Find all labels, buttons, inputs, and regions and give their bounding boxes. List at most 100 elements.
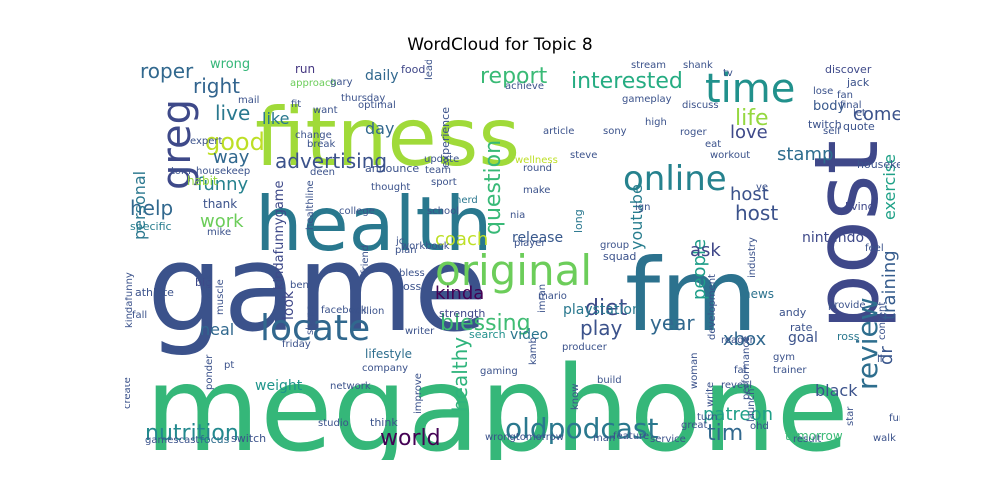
cloud-word-team: team	[425, 165, 451, 176]
cloud-word-housekeeping: housekeeping	[857, 158, 900, 171]
cloud-word-host: host	[730, 184, 769, 205]
cloud-word-deen: deen	[310, 167, 335, 178]
cloud-word-good: good	[205, 128, 265, 156]
cloud-word-ross: ross	[837, 330, 860, 343]
cloud-word-news: news	[743, 287, 774, 301]
cloud-word-tv: tv	[723, 68, 733, 79]
cloud-word-fitness: fitness	[255, 91, 520, 184]
cloud-word-day: day	[365, 119, 394, 138]
cloud-word-feel: feel	[865, 243, 884, 254]
cloud-word-producer: producer	[562, 342, 608, 353]
cloud-word-studio: studio	[318, 418, 349, 429]
cloud-word-man: man	[593, 433, 615, 444]
cloud-word-announce: announce	[365, 162, 419, 175]
cloud-word-network: network	[330, 381, 371, 392]
cloud-word-create: create	[125, 377, 133, 409]
cloud-word-gary: gary	[330, 77, 353, 88]
cloud-word-play: play	[580, 316, 623, 340]
cloud-word-exercise: exercise	[880, 154, 899, 220]
cloud-word-nintendo: nintendo	[802, 230, 864, 246]
cloud-word-time: time	[705, 66, 795, 112]
cloud-word-greg: greg	[154, 99, 200, 190]
cloud-word-want: want	[313, 105, 338, 116]
cloud-word-industry: industry	[747, 237, 758, 278]
cloud-word-approach: approach	[290, 78, 337, 89]
cloud-word-playstation: playstation	[563, 302, 641, 318]
cloud-word-ll: ll	[877, 354, 883, 365]
cloud-word-make: make	[523, 185, 550, 196]
cloud-word-lifestyle: lifestyle	[365, 347, 412, 361]
cloud-word-thank: thank	[203, 197, 237, 211]
cloud-word-video: video	[510, 327, 548, 343]
cloud-word-optimal: optimal	[358, 100, 396, 111]
cloud-word-reveal: reveal	[721, 380, 752, 391]
cloud-word-woman: woman	[689, 352, 700, 389]
cloud-word-kamb: kamb	[528, 337, 539, 365]
cloud-word-roper: roper	[140, 60, 194, 83]
cloud-word-fan: fan	[837, 90, 853, 101]
cloud-word-ask: ask	[690, 240, 721, 261]
cloud-word-kindafunnygame: kindafunnygame	[272, 181, 287, 290]
cloud-word-feature: feature	[613, 431, 649, 442]
cloud-word-experience: experience	[439, 107, 452, 168]
cloud-word-tomorrow: tomorrow	[785, 429, 843, 443]
cloud-word-school: school	[427, 206, 459, 217]
cloud-word-plan: plan	[395, 245, 417, 256]
cloud-word-result: result	[793, 434, 821, 445]
cloud-word-run: run	[295, 62, 315, 76]
cloud-word-love: love	[730, 122, 768, 143]
cloud-word-walk: walk	[873, 433, 896, 444]
cloud-word-diet: diet	[585, 296, 628, 321]
cloud-word-workbook: workbook	[401, 241, 450, 252]
cloud-word-work: work	[200, 211, 244, 232]
cloud-word-great: great	[681, 420, 708, 431]
cloud-word-daily: daily	[365, 68, 399, 84]
cloud-word-fall: fall	[132, 310, 147, 321]
cloud-word-locate: locate	[260, 308, 370, 349]
cloud-word-game: game	[147, 220, 487, 359]
cloud-word-roger: roger	[680, 127, 708, 138]
cloud-word-gamescast: gamescast	[145, 435, 199, 446]
cloud-word-life: life	[735, 106, 769, 131]
cloud-word-ben: ben	[290, 280, 309, 291]
cloud-word-gaming: gaming	[480, 366, 518, 377]
cloud-word-update: update	[424, 154, 459, 165]
chart-title: WordCloud for Topic 8	[407, 35, 593, 55]
cloud-word-come: come	[853, 104, 900, 125]
cloud-word-oldpodcast: oldpodcast	[505, 412, 659, 445]
cloud-word-way: way	[213, 147, 250, 168]
cloud-word-thought: thought	[371, 182, 410, 193]
cloud-word-imran: imran	[537, 284, 548, 313]
cloud-word-squad: squad	[603, 250, 636, 263]
cloud-word-sport: sport	[431, 177, 457, 188]
cloud-word-coach: coach	[435, 229, 488, 250]
cloud-word-post: post	[795, 140, 898, 330]
cloud-word-blessing: blessing	[440, 311, 531, 336]
cloud-word-athlete: athlete	[135, 286, 174, 299]
cloud-word-patreon: patreon	[703, 404, 773, 425]
cloud-word-nerd: nerd	[455, 195, 478, 206]
cloud-word-self: self	[823, 126, 841, 137]
cloud-word-tim: tim	[707, 421, 743, 446]
cloud-word-weight: weight	[255, 378, 303, 394]
cloud-word-jc: jc	[395, 236, 404, 247]
cloud-word-right: right	[193, 74, 240, 98]
cloud-word-wrong: wrong	[210, 60, 250, 72]
cloud-word-nia: nia	[510, 210, 525, 221]
cloud-word-gym: gym	[773, 352, 795, 363]
cloud-word-week: week	[203, 274, 214, 300]
cloud-word-training: training	[879, 250, 900, 320]
cloud-word-expert: expert	[190, 136, 223, 147]
cloud-word-know: know	[570, 384, 581, 410]
cloud-word-discuss: discuss	[682, 100, 719, 111]
cloud-word-high: high	[645, 117, 667, 128]
cloud-word-funny: funny	[197, 174, 249, 195]
cloud-word-mike: mike	[207, 227, 231, 238]
cloud-word-andy: andy	[779, 306, 807, 319]
cloud-word-trainer: trainer	[773, 365, 807, 376]
cloud-word-college: college	[339, 206, 375, 217]
cloud-word-shape: shape	[305, 305, 316, 335]
cloud-word-kindafunny: kindafunny	[125, 272, 135, 328]
cloud-word-living: living	[845, 200, 875, 213]
